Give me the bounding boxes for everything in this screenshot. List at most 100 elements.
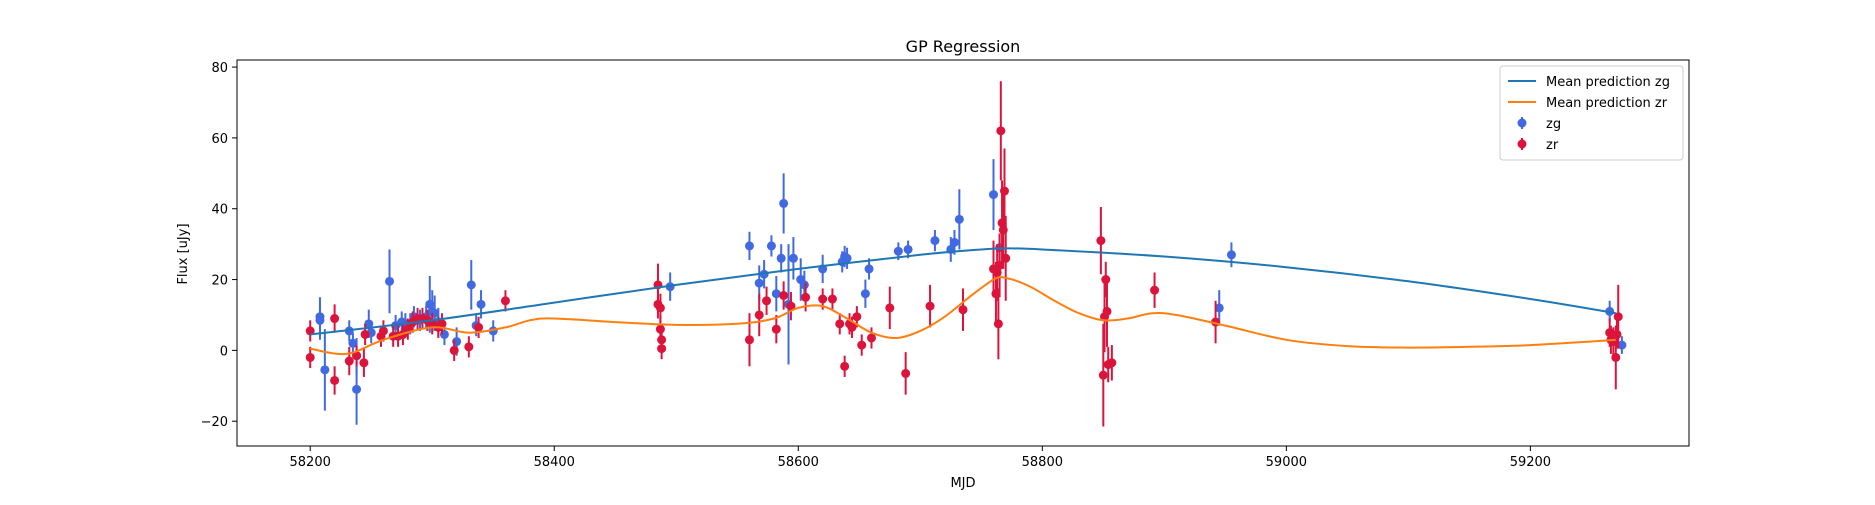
data-point xyxy=(437,319,447,329)
data-point xyxy=(762,296,772,306)
data-point xyxy=(1611,352,1621,362)
data-point xyxy=(779,290,789,300)
data-point xyxy=(474,322,484,332)
data-point xyxy=(330,375,340,385)
legend-label: Mean prediction zr xyxy=(1546,96,1668,111)
data-point xyxy=(378,326,388,336)
y-axis-label: Flux [uJy] xyxy=(176,223,191,284)
data-point xyxy=(1617,340,1627,350)
data-point xyxy=(949,237,959,247)
data-point xyxy=(925,301,935,311)
data-point xyxy=(893,246,903,256)
data-point xyxy=(786,301,796,311)
data-point xyxy=(344,356,354,366)
legend-marker-swatch xyxy=(1517,139,1527,149)
y-tick-label: 20 xyxy=(211,274,228,289)
data-point xyxy=(1101,275,1111,285)
legend-label: zg xyxy=(1546,117,1561,132)
y-tick-label: 80 xyxy=(211,61,228,76)
x-tick-label: 58200 xyxy=(290,455,331,470)
data-point xyxy=(818,294,828,304)
data-point xyxy=(776,253,786,263)
x-tick-label: 59000 xyxy=(1266,455,1307,470)
data-point xyxy=(866,333,876,343)
series-zr xyxy=(305,81,1623,427)
series-line xyxy=(310,275,1616,356)
series-zg xyxy=(315,159,1627,425)
data-point xyxy=(1098,370,1108,380)
legend-label: Mean prediction zg xyxy=(1546,75,1670,90)
y-tick-label: 60 xyxy=(211,132,228,147)
data-point xyxy=(1226,250,1236,260)
data-point xyxy=(1001,253,1011,263)
x-axis: 58200 58400 58600 58800 59000 59200 xyxy=(290,446,1551,470)
data-point xyxy=(466,280,476,290)
data-point xyxy=(771,324,781,334)
data-point xyxy=(771,289,781,299)
data-point xyxy=(655,324,665,334)
data-point xyxy=(827,294,837,304)
data-point xyxy=(1605,328,1615,338)
series-line xyxy=(310,247,1616,336)
data-point xyxy=(779,198,789,208)
x-tick-label: 58600 xyxy=(778,455,819,470)
data-point xyxy=(788,253,798,263)
data-point xyxy=(766,241,776,251)
y-tick-label: −20 xyxy=(201,415,228,430)
data-point xyxy=(901,368,911,378)
data-point xyxy=(799,280,809,290)
plot-frame xyxy=(236,59,1690,447)
data-point xyxy=(744,335,754,345)
plot-area xyxy=(305,81,1627,427)
data-point xyxy=(655,303,665,313)
data-point xyxy=(744,241,754,251)
data-point xyxy=(315,315,325,325)
data-point xyxy=(1214,303,1224,313)
data-point xyxy=(999,186,1009,196)
data-point xyxy=(993,319,1003,329)
chart-title: GP Regression xyxy=(906,37,1021,56)
x-axis-label: MJD xyxy=(950,476,975,491)
data-point xyxy=(449,345,459,355)
data-point xyxy=(954,214,964,224)
legend-label: zr xyxy=(1546,138,1559,153)
data-point xyxy=(860,289,870,299)
data-point xyxy=(835,319,845,329)
data-point xyxy=(464,342,474,352)
data-point xyxy=(348,338,358,348)
data-point xyxy=(500,296,510,306)
x-tick-label: 59200 xyxy=(1510,455,1551,470)
data-point xyxy=(1102,306,1112,316)
data-point xyxy=(842,253,852,263)
data-point xyxy=(1612,329,1622,339)
y-tick-label: 0 xyxy=(220,344,228,359)
y-tick-label: 40 xyxy=(211,203,228,218)
data-point xyxy=(754,278,764,288)
data-point xyxy=(305,352,315,362)
data-point xyxy=(930,236,940,246)
data-point xyxy=(857,340,867,350)
data-point xyxy=(352,384,362,394)
data-point xyxy=(1107,358,1117,368)
data-point xyxy=(1613,312,1623,322)
data-point xyxy=(359,358,369,368)
data-point xyxy=(1096,236,1106,246)
data-point xyxy=(996,126,1006,136)
data-point xyxy=(476,299,486,309)
data-point xyxy=(385,276,395,286)
data-point xyxy=(320,365,330,375)
data-point xyxy=(989,190,999,200)
data-point xyxy=(360,329,370,339)
y-axis: −20 0 20 40 60 80 xyxy=(201,61,237,430)
data-point xyxy=(1150,285,1160,295)
x-tick-label: 58800 xyxy=(1022,455,1063,470)
legend-marker-swatch xyxy=(1517,118,1527,128)
data-point xyxy=(852,312,862,322)
data-point xyxy=(840,361,850,371)
data-point xyxy=(903,244,913,254)
data-point xyxy=(352,351,362,361)
legend-box xyxy=(1499,65,1684,161)
data-point xyxy=(754,310,764,320)
